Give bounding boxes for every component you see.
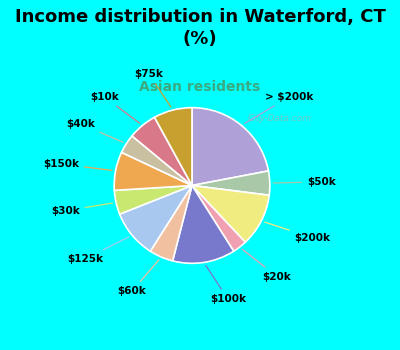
Wedge shape	[192, 186, 269, 242]
Text: $20k: $20k	[242, 249, 291, 281]
Text: $10k: $10k	[90, 92, 140, 123]
Wedge shape	[192, 108, 268, 186]
Text: $75k: $75k	[134, 69, 171, 107]
Text: $150k: $150k	[43, 159, 112, 170]
Text: $200k: $200k	[265, 222, 331, 243]
Wedge shape	[120, 186, 192, 251]
Wedge shape	[192, 171, 270, 195]
Wedge shape	[122, 136, 192, 186]
Wedge shape	[132, 117, 192, 186]
Text: $30k: $30k	[51, 203, 112, 216]
Text: $125k: $125k	[67, 237, 129, 264]
Text: Asian residents: Asian residents	[139, 80, 261, 94]
Text: City-Data.com: City-Data.com	[248, 114, 312, 123]
Wedge shape	[150, 186, 192, 261]
Wedge shape	[114, 186, 192, 214]
Wedge shape	[154, 108, 192, 186]
Text: Income distribution in Waterford, CT
(%): Income distribution in Waterford, CT (%)	[14, 8, 386, 48]
Text: $40k: $40k	[66, 119, 123, 142]
Wedge shape	[173, 186, 234, 263]
Wedge shape	[192, 186, 245, 251]
Wedge shape	[114, 152, 192, 190]
Text: $50k: $50k	[273, 177, 336, 187]
Text: > $200k: > $200k	[244, 92, 314, 124]
Text: $100k: $100k	[206, 265, 246, 304]
Text: $60k: $60k	[118, 260, 159, 296]
